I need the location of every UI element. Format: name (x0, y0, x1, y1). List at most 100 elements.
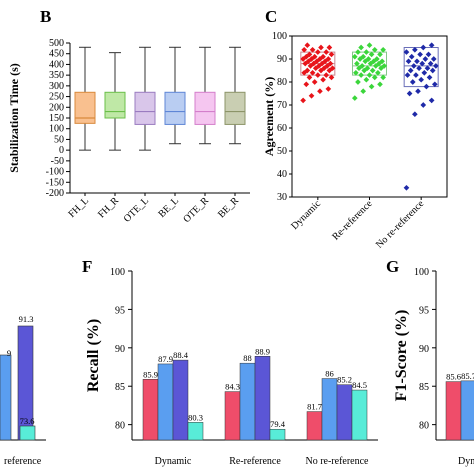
panel-c-point (309, 69, 316, 76)
panel-e-data-label-3: 9 (7, 348, 11, 358)
panel-b-y-tick-label: -100 (46, 167, 64, 178)
panel-g-y-tick-label: 95 (419, 305, 429, 316)
panel-g-bar (460, 380, 474, 441)
panel-f-y-tick-label: 80 (115, 421, 125, 432)
panel-c-point (377, 81, 383, 88)
panel-c-x-tick-label: Re-reference (330, 198, 375, 243)
panel-c-point (430, 56, 437, 62)
panel-c-point (368, 83, 375, 90)
panel-f-data-label: 84.5 (352, 380, 367, 390)
panel-f-bar (321, 378, 338, 441)
panel-c-point (366, 72, 373, 78)
panel-c-point (425, 51, 432, 58)
panel-f-x-tick-label: No re-reference (305, 456, 369, 467)
panel-c-point (320, 76, 326, 83)
panel-b-y-tick-label: 200 (49, 102, 64, 113)
panel-f-bar (254, 356, 271, 441)
panel-c-point (375, 69, 381, 76)
panel-b-y-tick-label: -50 (51, 156, 64, 167)
panel-g-y-tick-label: 90 (419, 344, 429, 355)
panel-c-point (409, 79, 416, 85)
panel-g-y-tick-label: 100 (414, 267, 429, 278)
panel-f-x-tick-label: Re-reference (229, 456, 281, 467)
panel-c-agreement: 30 40 50 60 70 80 90 100 Agreement (%) Dynamic Re-… (262, 31, 448, 251)
panel-c-point (358, 44, 364, 51)
panel-c-y-tick-label: 50 (277, 146, 287, 157)
panel-c-point (303, 81, 310, 88)
panel-b-x-tick-label: OTE_R (181, 195, 211, 225)
panel-b-x-tick-label: BE_L (156, 195, 181, 220)
panel-g-x-tick-label: Dyn (458, 456, 474, 467)
panel-f-y-tick-label: 90 (115, 344, 125, 355)
panel-c-x-tick-label: No re-reference (374, 198, 427, 251)
panel-b-box (134, 91, 156, 125)
panel-f-data-label: 88 (243, 353, 252, 363)
panel-c-y-tick-label: 60 (277, 123, 287, 134)
panel-f-data-label: 86 (325, 369, 334, 379)
panel-f-x-tick-label: Dynamic (155, 456, 192, 467)
panel-c-point (326, 44, 333, 51)
panel-c-point (355, 49, 361, 55)
panel-c-y-tick-label: 40 (277, 169, 287, 180)
panel-b-y-axis-title: Stabilization Time (s) (7, 63, 21, 173)
panel-e-category-label: reference (4, 456, 42, 467)
panel-b-stabilization-time: -200-150-100-500501001502002503003504004… (7, 38, 250, 225)
panel-b-x-tick-label: FH_R (96, 195, 121, 220)
panel-c-y-tick-label: 70 (277, 100, 287, 111)
panel-c-point (358, 72, 364, 78)
panel-e-bar-4 (19, 425, 36, 441)
panel-c-point (404, 72, 411, 78)
panel-b-y-tick-label: 300 (49, 81, 64, 92)
panel-b-x-tick-label: OTE_L (122, 195, 151, 224)
panel-c-point (416, 65, 422, 72)
panel-c-y-tick-label: 90 (277, 54, 287, 65)
panel-c-x-tick-label: Dynamic (289, 198, 323, 232)
panel-c-point (328, 74, 335, 81)
panel-c-point (423, 83, 430, 90)
panel-c-point (360, 88, 367, 95)
panel-c-y-axis-title: Agreement (%) (262, 77, 276, 156)
panel-c-point (304, 42, 311, 49)
panel-c-y-tick-label: 30 (277, 192, 287, 203)
panel-b-y-tick-label: 150 (49, 113, 64, 124)
panel-c-point (364, 65, 371, 72)
panel-e-data-label-2: 73.6 (20, 416, 35, 426)
panel-c-point (308, 92, 315, 99)
panel-f-data-label: 85.9 (143, 369, 158, 379)
panel-c-point (414, 58, 420, 65)
panel-c-y-tick-label: 80 (277, 77, 287, 88)
panel-f-data-label: 81.7 (307, 402, 322, 412)
panel-b-label: B (40, 7, 51, 26)
panel-c-point (318, 44, 324, 51)
panel-c-point (317, 88, 323, 95)
panel-b-y-tick-label: 500 (49, 38, 64, 49)
panel-c-point (323, 49, 330, 55)
panel-f-y-tick-label: 100 (110, 267, 125, 278)
panel-c-point (407, 67, 414, 74)
panel-b-y-tick-label: -200 (46, 188, 64, 199)
panel-b-y-tick-label: 450 (49, 49, 64, 60)
panel-g-label: G (386, 257, 399, 276)
panel-b-y-tick-label: 100 (49, 124, 64, 135)
panel-c-point (323, 72, 330, 78)
panel-c-point (415, 88, 421, 95)
panel-f-y-tick-label: 85 (115, 382, 125, 393)
panel-c-point (329, 65, 336, 72)
panel-c-point (403, 184, 410, 191)
panel-g-f1-score: 80 85 90 95 100 F1-Score (%) 85.6 85.7 Dyn (393, 267, 474, 467)
panel-c-point (325, 86, 332, 92)
panel-c-point (311, 79, 318, 85)
panel-c-point (315, 49, 321, 55)
panel-g-data-label: 85.6 (446, 372, 461, 382)
panel-f-y-tick-label: 95 (115, 305, 125, 316)
panel-f-bar (306, 411, 323, 441)
panel-f-bar (142, 379, 159, 441)
panel-c-point (363, 49, 370, 55)
panel-b-box (104, 91, 126, 119)
panel-c-point (418, 76, 424, 83)
panel-c-point (351, 95, 358, 101)
panel-c-point (421, 69, 428, 76)
panel-f-y-axis-title: Recall (%) (85, 319, 102, 392)
panel-f-data-label: 84.3 (225, 382, 240, 392)
panel-f-data-label: 80.3 (188, 412, 203, 422)
